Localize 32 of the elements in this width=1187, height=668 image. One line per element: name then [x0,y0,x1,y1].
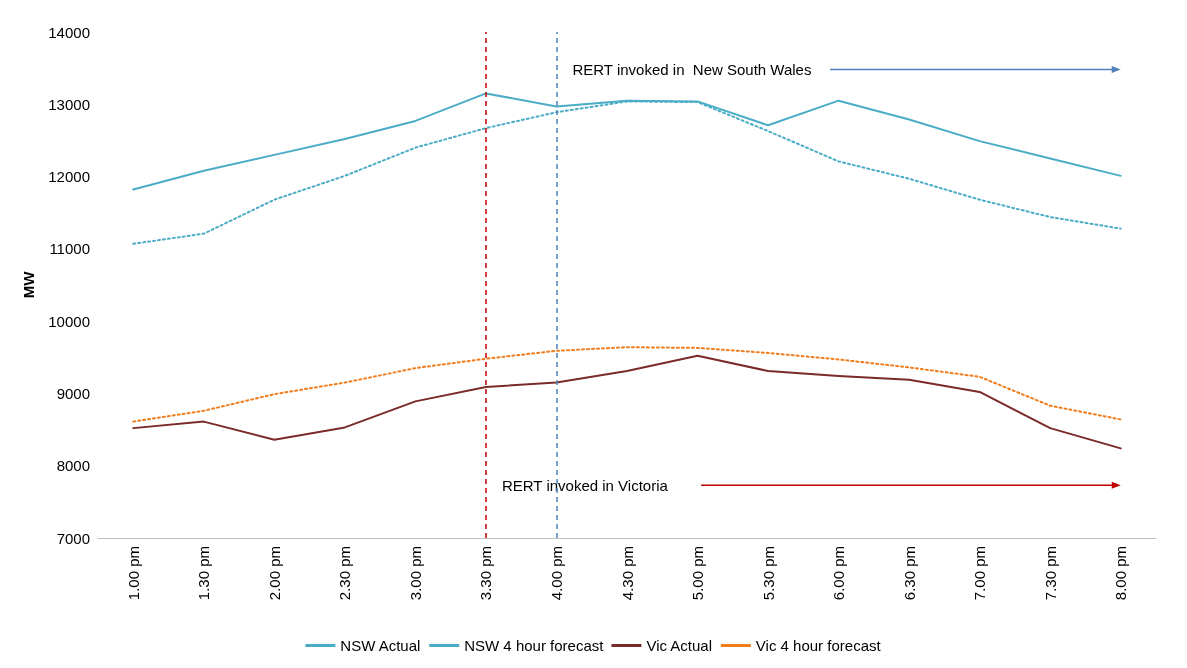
x-tick-label: 2.30 pm [336,546,354,601]
line-series [132,354,1122,450]
annotation: RERT invoked in New South Wales [572,61,812,79]
x-tick-label: 6.00 pm [830,546,848,601]
annotation: RERT invoked in Victoria [501,476,669,494]
x-tick-label: 5.00 pm [689,546,707,601]
x-tick-label: 7.00 pm [971,546,989,601]
y-tick-label: 11000 [49,240,90,258]
x-tick-label: 6.30 pm [900,546,918,601]
y-tick-label: 10000 [48,312,90,330]
y-tick-label: 14000 [48,23,90,41]
legend-label: Vic Actual [646,637,713,654]
x-tick-label: 8.00 pm [1112,546,1130,601]
y-tick-label: 13000 [48,95,90,113]
legend-label: NSW Actual [340,637,421,654]
y-tick-label: 9000 [56,384,90,402]
y-axis-title: MW [20,270,37,299]
x-tick-label: 4.30 pm [618,546,636,601]
x-tick-label: 5.30 pm [759,546,777,601]
y-tick-label: 8000 [56,457,90,475]
y-tick-label: 7000 [56,529,90,547]
legend-label: Vic 4 hour forecast [755,637,882,654]
y-tick-label: 12000 [48,168,90,186]
x-tick-label: 4.00 pm [547,546,565,601]
x-tick-label: 3.30 pm [477,546,495,601]
x-tick-label: 2.00 pm [265,546,283,601]
legend-label: NSW 4 hour forecast [464,637,605,654]
x-tick-label: 3.00 pm [406,546,424,601]
x-tick-label: 1.00 pm [124,546,142,601]
line-series [132,346,1122,423]
x-tick-label: 7.30 pm [1041,546,1059,601]
x-tick-label: 1.30 pm [195,546,213,601]
